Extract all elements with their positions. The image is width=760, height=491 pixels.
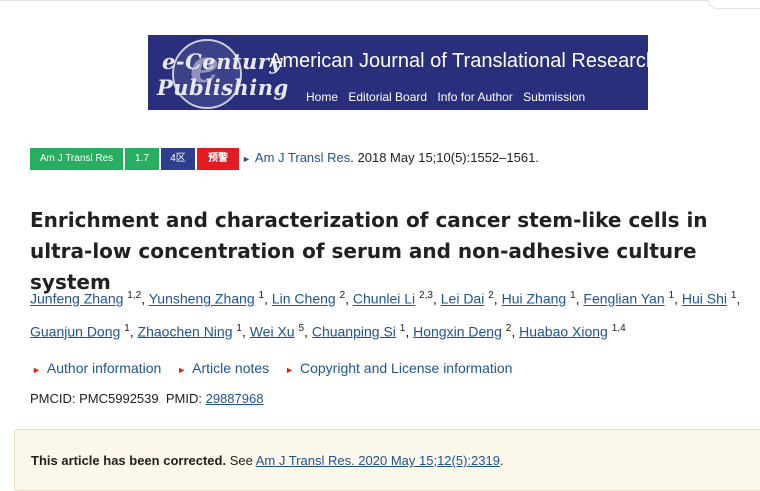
journal-banner[interactable]: e e-Century Publishing American Journal … xyxy=(148,35,648,110)
article-title: Enrichment and characterization of cance… xyxy=(30,208,708,294)
pmcid-text: PMCID: PMC5992539 xyxy=(30,391,159,406)
author-affiliation: 2 xyxy=(488,290,494,301)
author-link[interactable]: Guanjun Dong xyxy=(30,323,121,340)
triangle-right-icon: ► xyxy=(242,154,251,164)
citation-line: ► Am J Transl Res. 2018 May 15;10(5):1552… xyxy=(242,150,539,165)
author-affiliation: 1 xyxy=(124,322,130,334)
author-link[interactable]: Chunlei Li xyxy=(352,290,416,307)
author-affiliation: 2 xyxy=(505,322,512,334)
author-information-toggle[interactable]: ► Author information xyxy=(32,360,161,376)
correction-end-period: . xyxy=(499,453,504,468)
author-affiliation: 1 xyxy=(236,322,242,334)
author-affiliation: 1 xyxy=(258,290,265,301)
author-list: Junfeng Zhang 1,2, Yunsheng Zhang 1, Lin… xyxy=(30,290,741,340)
author-information-label[interactable]: Author information xyxy=(46,360,162,376)
correction-see-text: See xyxy=(226,453,256,468)
journal-nav: Home Editorial Board Info for Author Sub… xyxy=(306,90,592,104)
author-affiliation: 1 xyxy=(570,290,576,301)
warning-badge[interactable]: 预警 xyxy=(197,148,239,170)
author-link[interactable]: Wei Xu xyxy=(249,323,295,340)
pmid-label: PMID: xyxy=(165,391,206,406)
copyright-license-toggle[interactable]: ► Copyright and License information xyxy=(285,360,512,376)
author-link[interactable]: Junfeng Zhang xyxy=(30,290,124,307)
quartile-badge[interactable]: 4区 xyxy=(161,148,195,170)
author-link[interactable]: Hongxin Deng xyxy=(413,323,502,340)
author-link[interactable]: Hui Zhang xyxy=(501,290,567,307)
correction-article-link[interactable]: Am J Transl Res. 2020 May 15;12(5):2319 xyxy=(255,453,500,468)
nav-submission-link[interactable]: Submission xyxy=(523,90,586,104)
article-notes-toggle[interactable]: ► Article notes xyxy=(177,360,269,376)
triangle-right-icon: ► xyxy=(32,365,41,375)
author-link[interactable]: Zhaochen Ning xyxy=(137,323,233,340)
publisher-logo-circle xyxy=(172,39,242,109)
pmid-link[interactable]: 29887968 xyxy=(205,391,264,406)
author-affiliation: 2 xyxy=(339,290,346,301)
journal-badges: Am J Transl Res 1.7 4区 预警 xyxy=(30,148,239,170)
nav-home-link[interactable]: Home xyxy=(306,90,339,104)
citation-details: . 2018 May 15;10(5):1552–1561. xyxy=(350,150,539,165)
triangle-right-icon: ► xyxy=(177,365,187,375)
correction-notice: This article has been corrected. See Am … xyxy=(14,429,760,491)
nav-info-for-author-link[interactable]: Info for Author xyxy=(437,90,513,104)
publisher-logo-line2: Publishing xyxy=(157,75,289,100)
author-affiliation: 1,2 xyxy=(127,290,142,301)
author-affiliation: 1 xyxy=(730,290,737,301)
author-affiliation: 2,3 xyxy=(419,290,433,301)
author-link[interactable]: Huabao Xiong xyxy=(519,323,608,340)
author-affiliation: 1 xyxy=(399,322,406,334)
correction-notice-text: This article has been corrected. See Am … xyxy=(31,453,504,468)
journal-name: American Journal of Translational Resear… xyxy=(269,50,648,72)
nav-editorial-board-link[interactable]: Editorial Board xyxy=(348,90,428,104)
author-link[interactable]: Lei Dai xyxy=(440,290,485,307)
publisher-logo-letter: e xyxy=(190,39,220,93)
article-notes-label[interactable]: Article notes xyxy=(192,360,270,376)
author-link[interactable]: Chuanping Si xyxy=(311,323,396,340)
journal-citation-link[interactable]: Am J Transl Res xyxy=(254,150,351,165)
triangle-right-icon: ► xyxy=(285,365,294,375)
author-link[interactable]: Lin Cheng xyxy=(271,290,336,307)
article-identifiers: PMCID: PMC5992539 PMID: 29887968 xyxy=(30,391,263,406)
author-link[interactable]: Fenglian Yan xyxy=(583,290,665,307)
author-affiliation: 1,4 xyxy=(611,322,626,334)
top-divider xyxy=(0,0,760,1)
copyright-license-label[interactable]: Copyright and License information xyxy=(300,360,513,376)
correction-notice-heading: This article has been corrected. xyxy=(31,453,227,468)
author-affiliation: 1 xyxy=(668,290,675,301)
journal-abbrev-badge[interactable]: Am J Transl Res xyxy=(30,148,123,170)
article-info-links: ► Author information ► Article notes ► Copy… xyxy=(32,360,524,376)
top-right-card-edge xyxy=(708,0,760,9)
impact-factor-badge[interactable]: 1.7 xyxy=(125,148,159,170)
publisher-logo-line1: e-Century xyxy=(162,49,283,74)
author-link[interactable]: Yunsheng Zhang xyxy=(148,290,255,307)
author-link[interactable]: Hui Shi xyxy=(681,290,727,307)
author-affiliation: 5 xyxy=(298,322,305,334)
